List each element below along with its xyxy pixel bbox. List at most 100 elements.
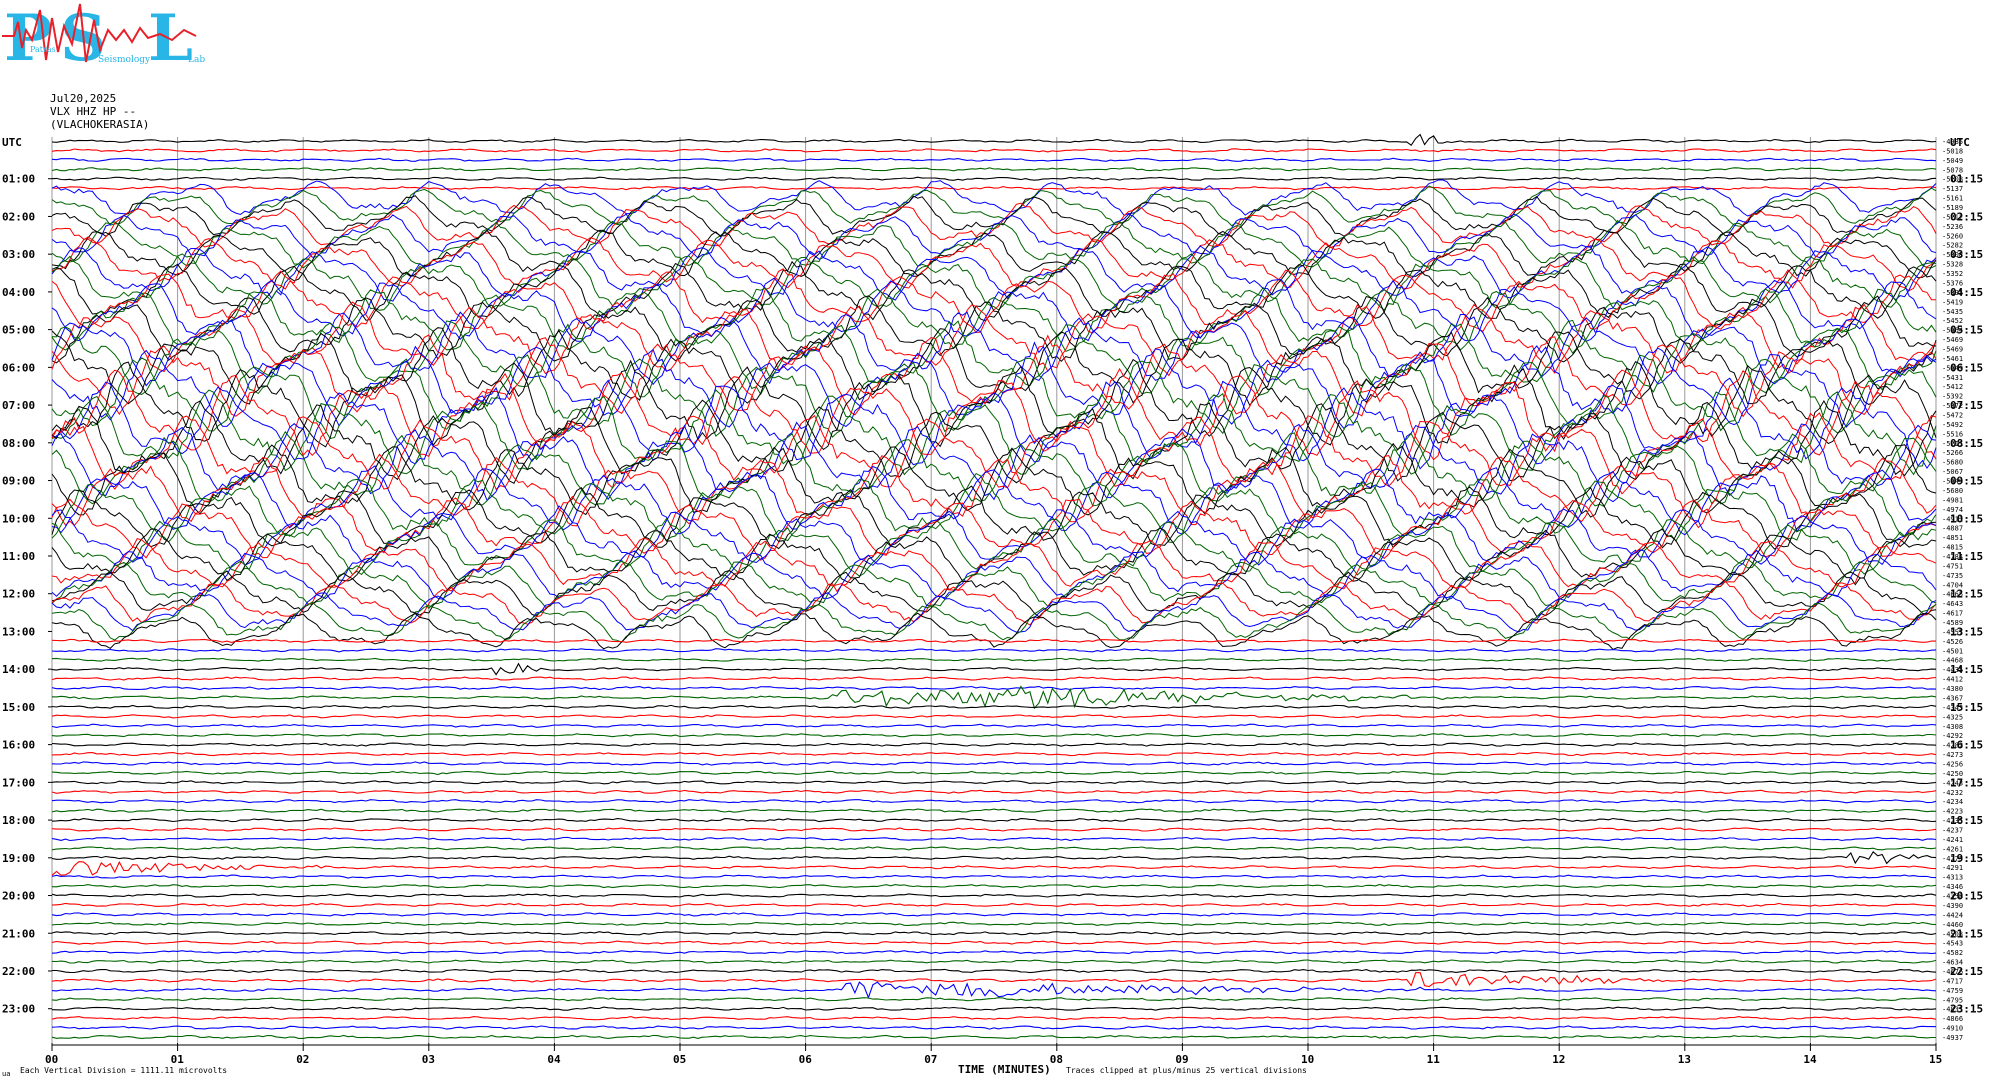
trace-offset-label: -5464 (1942, 327, 1963, 335)
seismic-trace (51, 921, 1937, 926)
trace-offset-label: -4223 (1942, 808, 1963, 816)
trace-offset-label: -4974 (1942, 506, 1963, 514)
header-date: Jul20,2025 (50, 92, 116, 105)
trace-offset-label: -4704 (1942, 581, 1963, 589)
trace-offset-label: -4910 (1942, 1025, 1963, 1033)
trace-offset-label: -4851 (1942, 534, 1963, 542)
trace-offset-label: -4831 (1942, 1006, 1963, 1014)
trace-offset-label: -4759 (1942, 987, 1963, 995)
seismic-trace (51, 301, 1937, 377)
seismic-trace (51, 377, 1937, 470)
trace-offset-label: -5412 (1942, 383, 1963, 391)
trace-offset-label: -4468 (1942, 657, 1963, 665)
seismic-trace (52, 968, 1937, 974)
seismic-trace (51, 1006, 1937, 1011)
seismic-trace (51, 185, 1937, 227)
x-tick-label: 10 (1301, 1053, 1314, 1066)
trace-offset-label: -4557 (1942, 628, 1963, 636)
seismic-trace (51, 981, 1937, 1000)
utc-quarter-label: 09:15 (1950, 475, 1983, 488)
x-axis-title: TIME (MINUTES) (958, 1063, 1051, 1076)
trace-offset-label: -4665 (1942, 591, 1963, 599)
trace-offset-label: -4589 (1942, 619, 1963, 627)
utc-quarter-label: 08:15 (1950, 437, 1983, 450)
seismic-trace (51, 133, 1937, 146)
utc-hour-label: 05:00 (2, 324, 35, 337)
trace-offset-label: -5108 (1942, 176, 1963, 184)
trace-offset-label: -4526 (1942, 638, 1963, 646)
utc-hour-label: 18:00 (2, 814, 35, 827)
trace-offset-label: -5067 (1942, 468, 1963, 476)
seismic-trace (51, 442, 1937, 518)
utc-hour-label: 04:00 (2, 286, 35, 299)
corner-mark: ua (2, 1070, 10, 1078)
seismic-trace (51, 1016, 1937, 1021)
trace-offset-label: -4380 (1942, 685, 1963, 693)
seismic-trace (51, 612, 1937, 650)
seismic-trace (51, 601, 1937, 643)
utc-quarter-label: 03:15 (1950, 248, 1983, 261)
seismic-trace (51, 657, 1937, 662)
trace-offset-label: -5308 (1942, 251, 1963, 259)
seismic-trace (51, 931, 1937, 936)
x-tick-label: 00 (45, 1053, 58, 1066)
seismic-trace (51, 1034, 1936, 1040)
seismic-trace (51, 558, 1937, 610)
seismic-trace (51, 453, 1937, 529)
right-utc-label: UTC (1950, 136, 1970, 149)
seismic-trace (51, 412, 1937, 495)
utc-hour-label: 17:00 (2, 776, 35, 789)
utc-hour-label: 11:00 (2, 550, 35, 563)
trace-offset-label: -4985 (1942, 138, 1963, 146)
x-tick-label: 01 (171, 1053, 185, 1066)
x-tick-label: 05 (673, 1053, 686, 1066)
seismic-trace (51, 260, 1937, 322)
trace-offset-label: -4308 (1942, 723, 1963, 731)
seismic-trace (51, 912, 1937, 917)
trace-offset-label: -5680 (1942, 487, 1963, 495)
utc-hour-label: 03:00 (2, 248, 35, 261)
trace-offset-label: -4273 (1942, 751, 1963, 759)
x-tick-label: 11 (1427, 1053, 1441, 1066)
trace-offset-label: -5680 (1942, 459, 1963, 467)
utc-quarter-label: 07:15 (1950, 399, 1983, 412)
seismic-trace (51, 319, 1937, 398)
utc-quarter-label: 22:15 (1950, 965, 1983, 978)
trace-offset-label: -5212 (1942, 213, 1963, 221)
trace-offset-label: -4235 (1942, 817, 1963, 825)
utc-hour-label: 22:00 (2, 965, 35, 978)
trace-offset-label: -5469 (1942, 345, 1963, 353)
trace-offset-label: -4503 (1942, 930, 1963, 938)
seismic-trace (51, 648, 1937, 653)
chart-grid (48, 137, 1937, 1051)
seismic-trace (51, 354, 1937, 440)
seismic-trace (51, 592, 1937, 633)
seismic-trace (51, 311, 1937, 387)
utc-quarter-label: 14:15 (1950, 663, 1983, 676)
seismic-trace (51, 893, 1937, 898)
utc-hour-label: 08:00 (2, 437, 35, 450)
trace-offset-label: -5376 (1942, 279, 1963, 287)
utc-hour-label: 16:00 (2, 739, 35, 752)
seismic-trace (51, 723, 1937, 728)
trace-offset-label: -4937 (1942, 1034, 1963, 1042)
logo-letter-p: P (4, 1, 52, 76)
seismic-trace (51, 421, 1937, 503)
utc-hour-label: 21:00 (2, 927, 35, 940)
seismic-trace (51, 236, 1937, 292)
utc-quarter-label: 06:15 (1950, 361, 1983, 374)
seismic-trace (51, 549, 1937, 601)
seismic-trace (51, 367, 1937, 461)
trace-offset-label: -5137 (1942, 185, 1963, 193)
logo-word-patras: Patras (30, 45, 56, 54)
seismic-trace (51, 219, 1937, 269)
trace-offset-label: -4292 (1942, 732, 1963, 740)
seismic-trace (51, 167, 1937, 172)
trace-offset-label: -4435 (1942, 666, 1963, 674)
trace-offset-label: -4676 (1942, 968, 1963, 976)
utc-quarter-label: 13:15 (1950, 625, 1983, 638)
utc-quarter-label: 10:15 (1950, 512, 1983, 525)
utc-hour-label: 14:00 (2, 663, 35, 676)
header-channel: VLX HHZ HP -- (50, 105, 136, 118)
seismic-trace (51, 638, 1937, 643)
